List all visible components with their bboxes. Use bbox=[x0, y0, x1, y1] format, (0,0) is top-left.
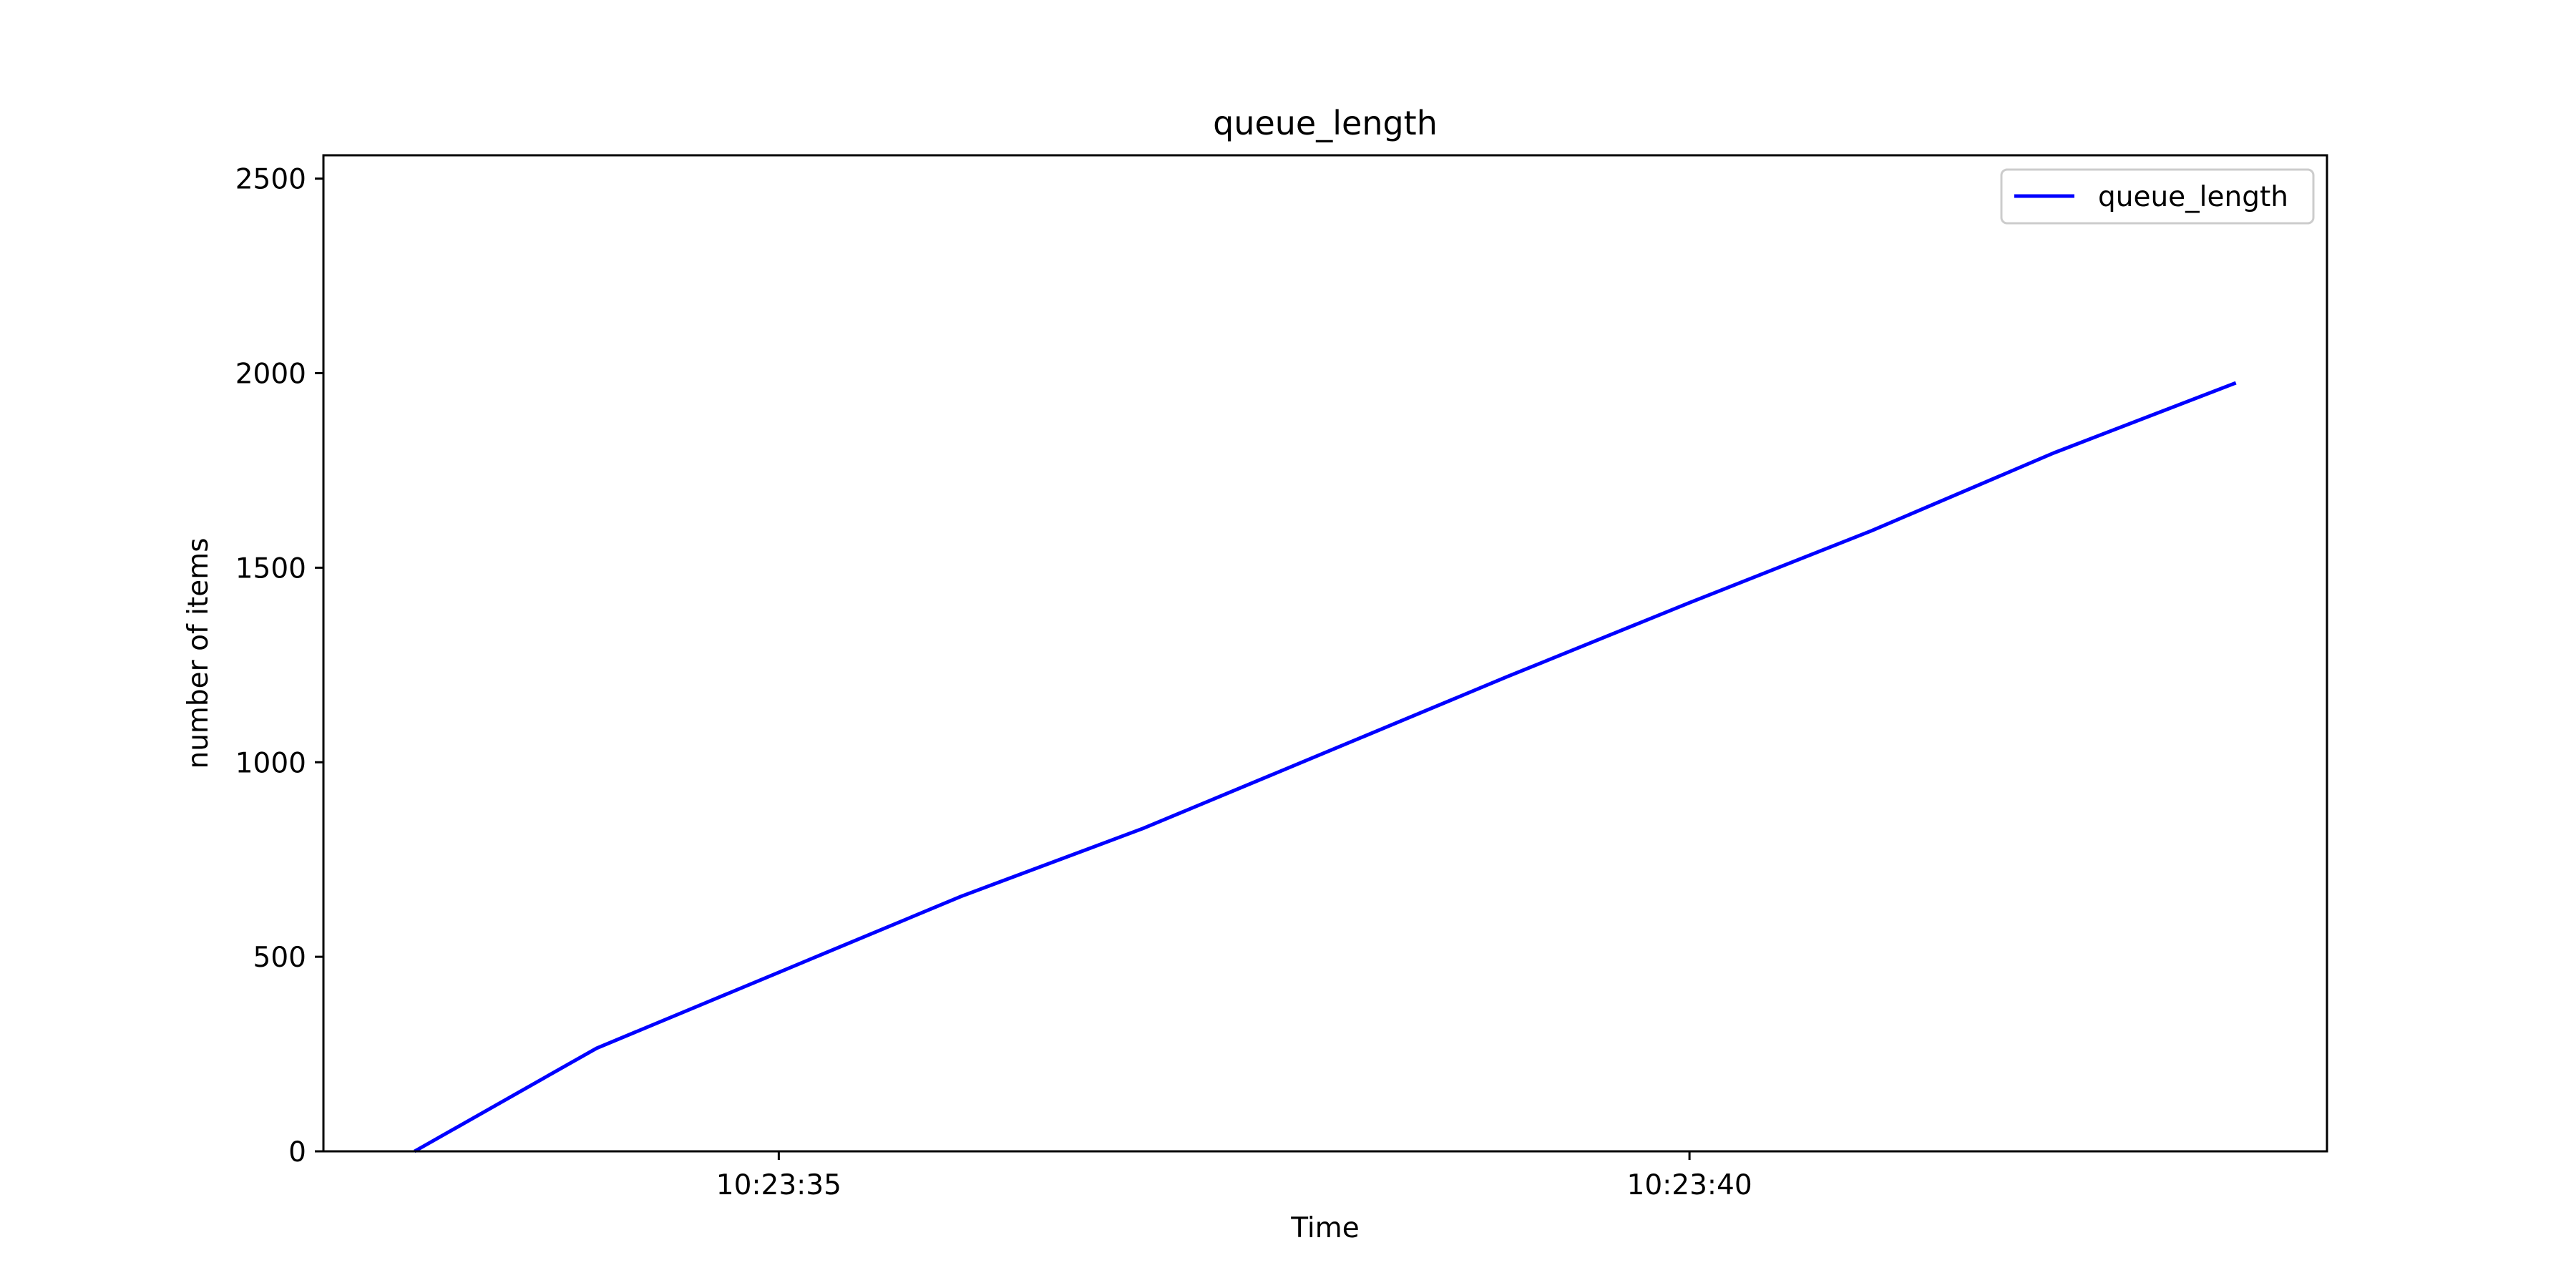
y-tick-label: 2500 bbox=[235, 164, 306, 196]
y-tick-label: 2000 bbox=[235, 358, 306, 391]
y-tick-label: 1000 bbox=[235, 747, 306, 779]
y-axis-label: number of items bbox=[182, 537, 215, 769]
y-tick-label: 1500 bbox=[235, 552, 306, 585]
series-line-queue_length bbox=[414, 381, 2237, 1153]
x-axis-ticks: 10:23:35 10:23:40 bbox=[716, 1151, 1752, 1201]
legend-label: queue_length bbox=[2098, 181, 2288, 213]
y-axis-ticks: 0 500 1000 1500 2000 2500 bbox=[235, 164, 323, 1169]
plot-area bbox=[322, 154, 2328, 1153]
y-tick-label: 0 bbox=[288, 1136, 306, 1169]
series-layer bbox=[414, 381, 2237, 1153]
x-axis-label: Time bbox=[1290, 1212, 1359, 1244]
chart-title: queue_length bbox=[1213, 104, 1438, 142]
y-tick-label: 500 bbox=[253, 942, 306, 974]
legend: queue_length bbox=[2000, 168, 2315, 225]
x-tick-label: 10:23:40 bbox=[1627, 1169, 1752, 1201]
x-tick-label: 10:23:35 bbox=[716, 1169, 841, 1201]
plot-frame bbox=[322, 154, 2328, 1153]
legend-box bbox=[2000, 168, 2315, 225]
